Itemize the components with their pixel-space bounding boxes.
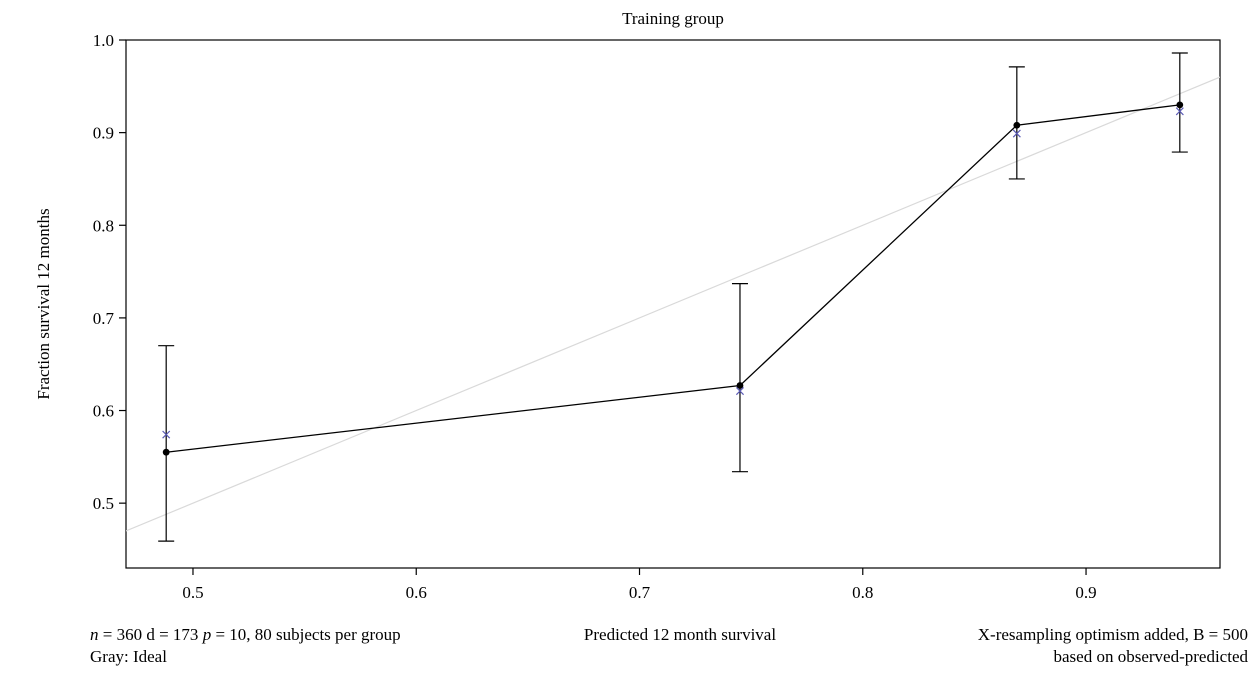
bias-corrected-point-2 — [735, 387, 745, 396]
footnote-left-line2: Gray: Ideal — [90, 647, 167, 666]
observed-point-2 — [736, 382, 744, 389]
bias-corrected-point-4 — [1175, 107, 1184, 116]
y-tick-label-0.9: 0.9 — [93, 124, 114, 143]
y-tick-label-0.8: 0.8 — [93, 216, 114, 235]
footnote-n-d-values: = 360 d = 173 — [99, 625, 203, 644]
y-axis: 0.5 0.6 0.7 0.8 0.9 1.0 — [93, 31, 126, 513]
footnote-p-value: = 10, 80 subjects per group — [211, 625, 400, 644]
points-layer — [162, 101, 1184, 456]
y-tick-label-0.6: 0.6 — [93, 402, 114, 421]
x-axis-label: Predicted 12 month survival — [584, 625, 776, 644]
footnote-left-line1: n = 360 d = 173 p = 10, 80 subjects per … — [90, 625, 401, 644]
y-tick-label-0.5: 0.5 — [93, 494, 114, 513]
y-axis-label: Fraction survival 12 months — [34, 208, 53, 399]
x-tick-label-0.5: 0.5 — [182, 583, 203, 602]
bias-corrected-point-1 — [162, 430, 171, 439]
observed-point-4 — [1176, 101, 1184, 109]
footnote-p-symbol: p — [202, 625, 212, 644]
footnote-right-line2: based on observed-predicted — [1054, 647, 1249, 666]
x-tick-label-0.9: 0.9 — [1075, 583, 1096, 602]
footnote-n-symbol: n — [90, 625, 99, 644]
y-tick-label-0.7: 0.7 — [93, 309, 115, 328]
x-tick-label-0.7: 0.7 — [629, 583, 651, 602]
ideal-reference-line — [126, 76, 1220, 532]
errorbar-layer — [158, 52, 1188, 542]
chart-title: Training group — [622, 9, 724, 28]
x-axis: 0.5 0.6 0.7 0.8 0.9 — [182, 568, 1097, 602]
bias-corrected-point-3 — [1012, 129, 1021, 138]
x-tick-label-0.6: 0.6 — [406, 583, 427, 602]
footnote-right-line1: X-resampling optimism added, B = 500 — [978, 625, 1248, 644]
y-tick-label-1: 1.0 — [93, 31, 114, 50]
plot-frame — [125, 39, 1221, 569]
observed-point-1 — [162, 448, 170, 456]
observed-calibration-line — [166, 104, 1180, 453]
observed-point-3 — [1013, 121, 1021, 129]
reference-layer — [126, 76, 1220, 532]
x-tick-label-0.8: 0.8 — [852, 583, 873, 602]
series-layer — [166, 104, 1180, 453]
